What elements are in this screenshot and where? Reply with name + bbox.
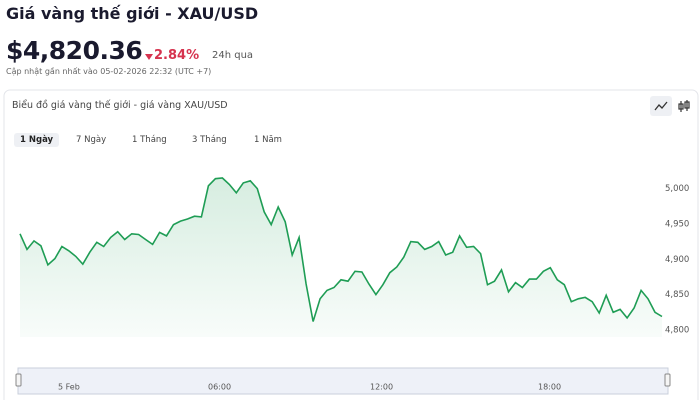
price-change: 2.84%: [154, 48, 200, 63]
y-tick-label: 4,950: [665, 219, 689, 229]
tab[interactable]: 1 Ngày: [14, 133, 60, 147]
navigator-handle[interactable]: [664, 373, 671, 387]
navigator[interactable]: [17, 367, 669, 395]
navigator-label: 12:00: [370, 383, 393, 392]
navigator-handle[interactable]: [15, 373, 22, 387]
navigator-label: 18:00: [538, 383, 561, 392]
tab[interactable]: 3 Tháng: [192, 135, 227, 145]
line-mode-button[interactable]: [650, 96, 672, 116]
price: $4,820.36: [6, 36, 143, 65]
down-arrow: [145, 54, 153, 60]
last-updated: Cập nhật gần nhất vào 05-02-2026 22:32 (…: [6, 67, 212, 76]
y-tick-label: 5,000: [665, 184, 689, 194]
navigator-label: 5 Feb: [58, 383, 80, 392]
y-tick-label: 4,900: [665, 255, 689, 265]
card-title: Biểu đồ giá vàng thế giới - giá vàng XAU…: [12, 100, 228, 111]
tab[interactable]: 1 Tháng: [132, 135, 167, 145]
change-period: 24h qua: [212, 50, 254, 61]
tab[interactable]: 7 Ngày: [76, 135, 107, 145]
y-tick-label: 4,850: [665, 290, 689, 300]
candle-icon[interactable]: [678, 100, 690, 112]
line: [19, 177, 663, 322]
area: [20, 178, 662, 337]
tab[interactable]: 1 Năm: [254, 135, 282, 145]
line-icon: [654, 101, 668, 111]
y-tick-label: 4,800: [665, 325, 689, 335]
page-title: Giá vàng thế giới - XAU/USD: [6, 4, 259, 23]
navigator-label: 06:00: [208, 383, 231, 392]
